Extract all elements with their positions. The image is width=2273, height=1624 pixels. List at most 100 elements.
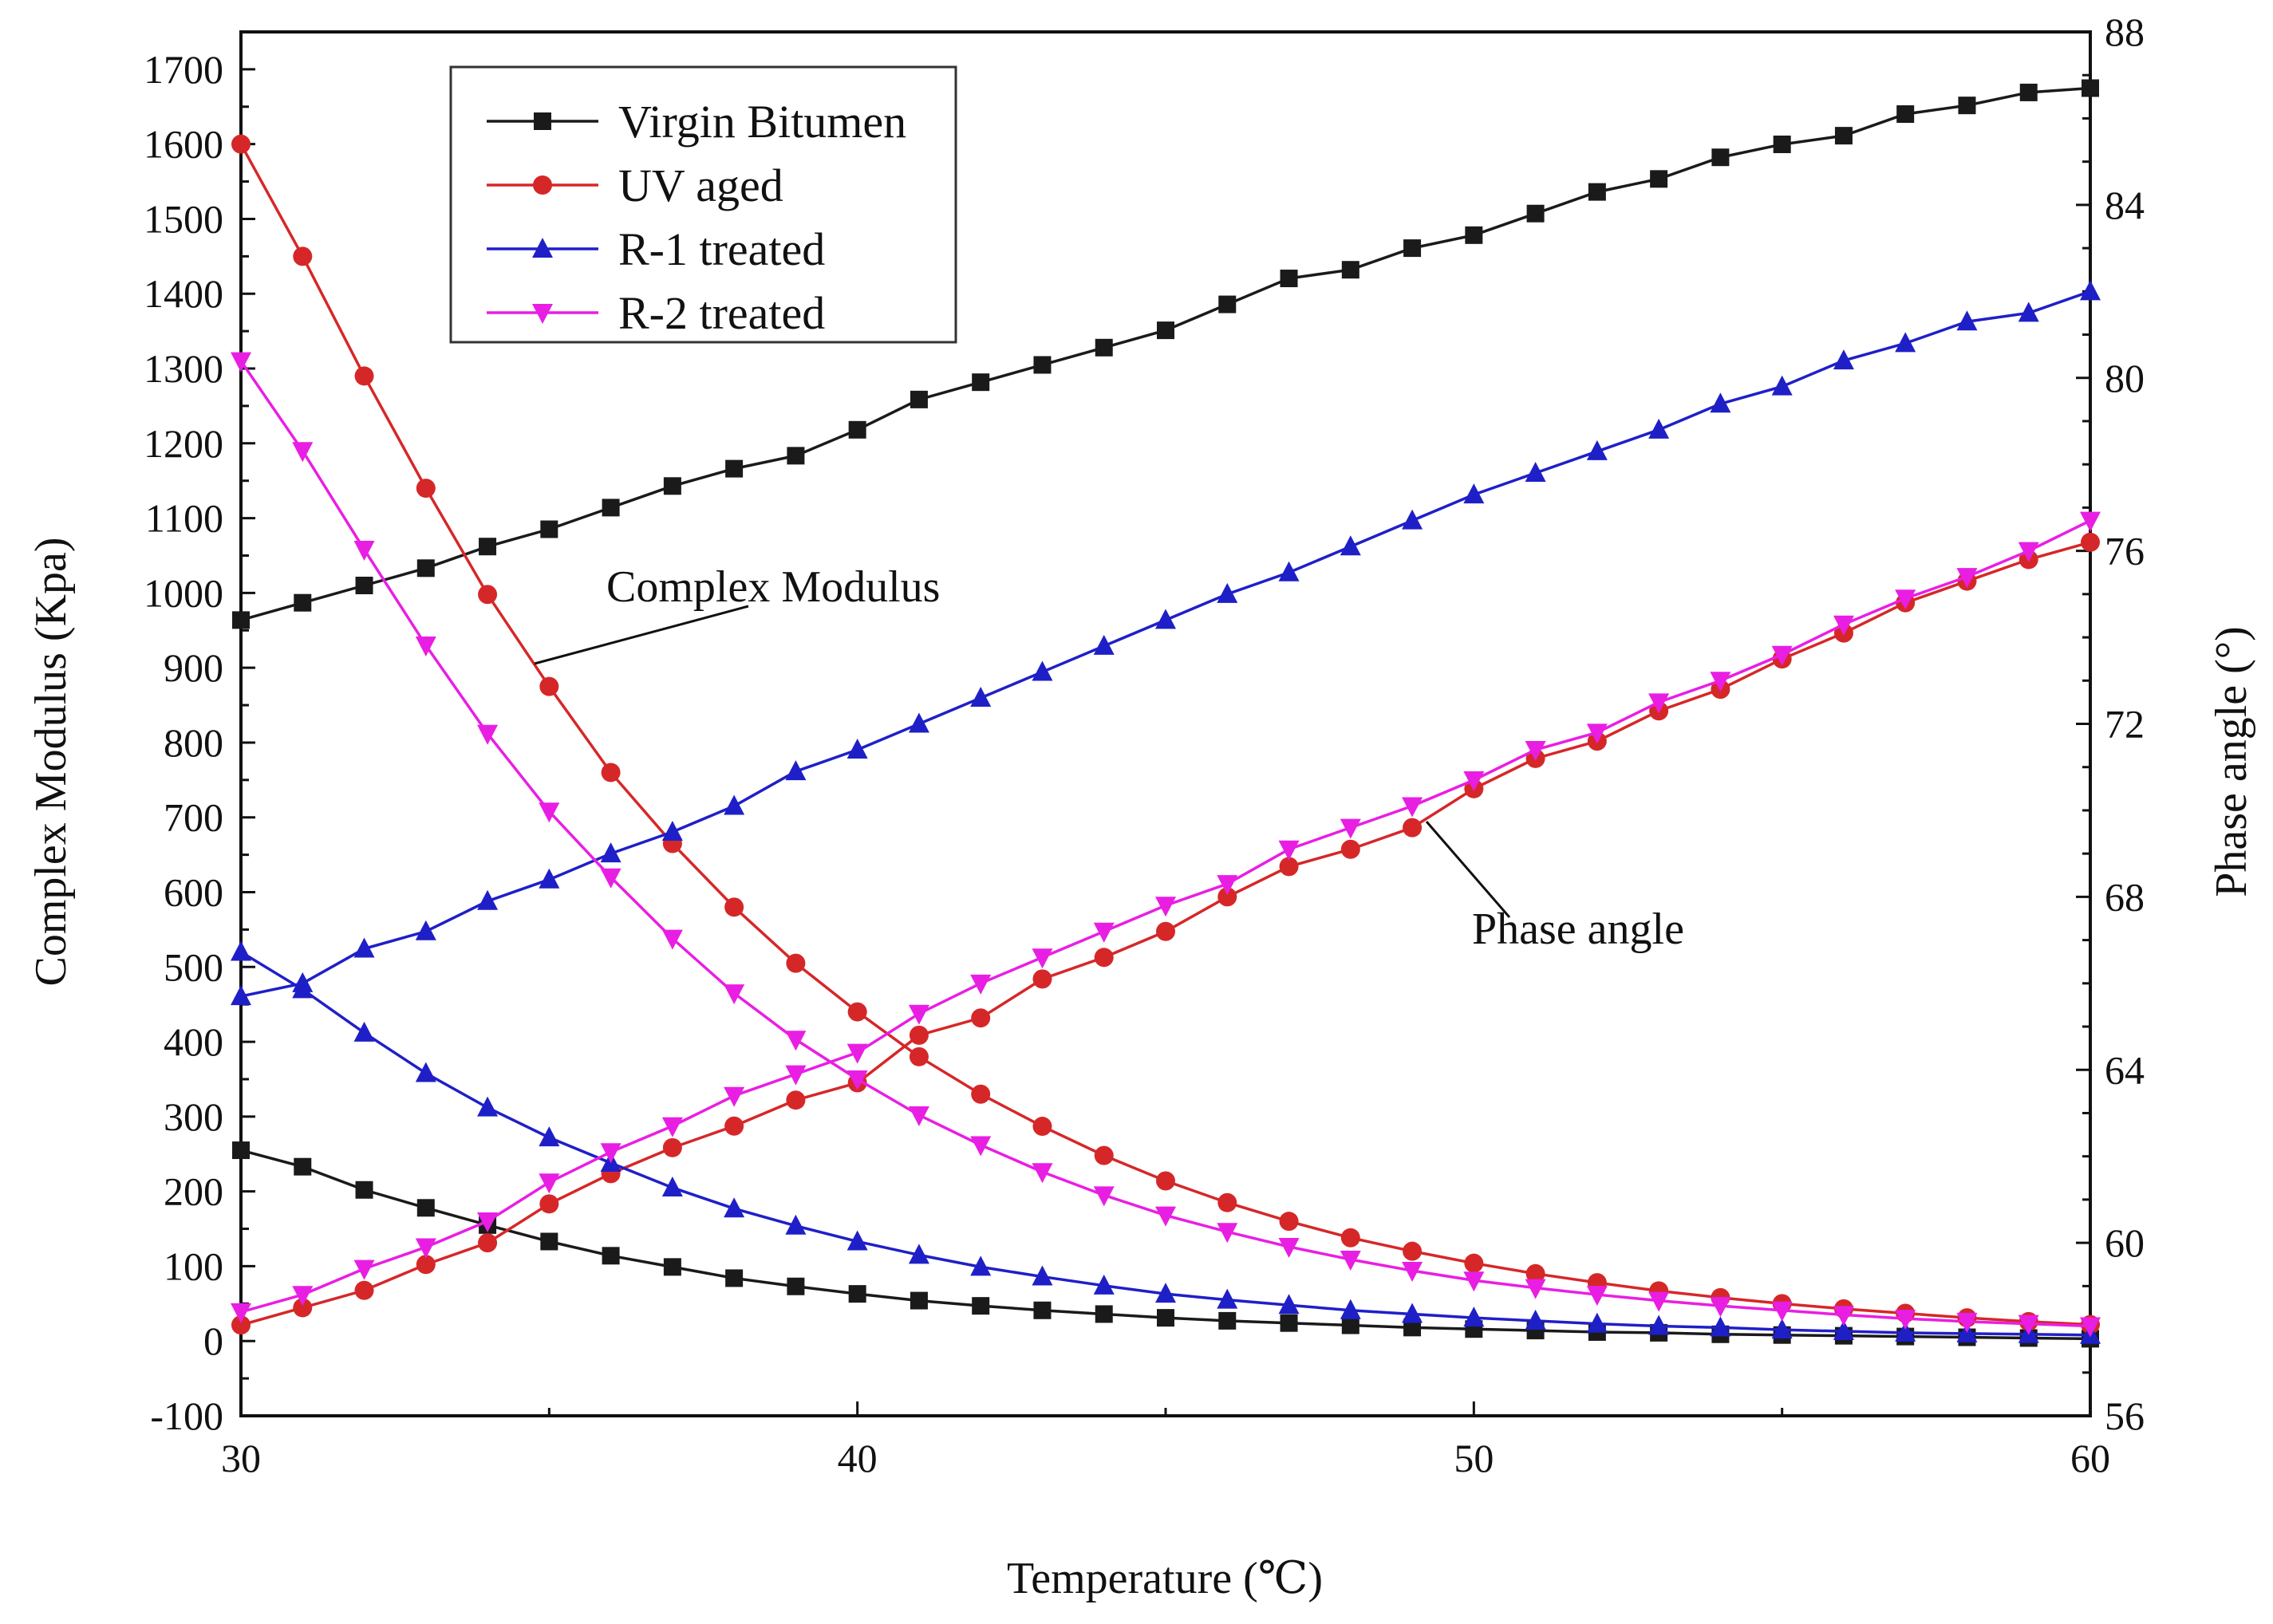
phase-angle-leader-line (1425, 821, 1511, 918)
r-1-treated-phase-angle-point (846, 739, 868, 759)
uv-aged-phase-angle-point (1032, 969, 1052, 989)
uv-aged-complex-modulus-point (1094, 1145, 1114, 1165)
x-tick-label: 50 (1454, 1436, 1494, 1480)
r-2-treated-phase-angle-point (785, 1065, 807, 1086)
uv-aged-phase-angle-point (1340, 839, 1360, 859)
uv-aged-complex-modulus-point (601, 763, 621, 782)
r-2-treated-phase-angle-point (1833, 615, 1854, 636)
y-left-tick-label: 1100 (145, 496, 223, 541)
r-1-treated-complex-modulus-point (1771, 1319, 1793, 1339)
virgin-bitumen-complex-modulus-point (1218, 1311, 1237, 1330)
r-1-treated-complex-modulus-point (1586, 1312, 1608, 1333)
virgin-bitumen-phase-angle-point (1465, 226, 1483, 244)
r-1-treated-complex-modulus-point (1833, 1320, 1854, 1341)
r-1-treated-phase-angle-point (1648, 418, 1670, 439)
legend-label-uv-aged: UV aged (618, 160, 783, 211)
r-2-treated-phase-angle-point (1463, 771, 1485, 791)
r-1-treated-complex-modulus-point (1340, 1299, 1361, 1319)
r-1-treated-phase-angle-point (1463, 483, 1485, 504)
r-1-treated-phase-angle-point (785, 760, 807, 781)
virgin-bitumen-phase-angle-point (232, 611, 250, 629)
r-1-treated-complex-modulus-point (1648, 1315, 1670, 1335)
virgin-bitumen-phase-angle-point (1403, 239, 1422, 258)
uv-aged-phase-angle-point (1279, 857, 1299, 877)
r-2-treated-complex-modulus-point (908, 1106, 929, 1126)
r-1-treated-complex-modulus-point (1895, 1321, 1916, 1342)
r-2-treated-phase-angle-point (724, 1086, 745, 1107)
r-2-treated-complex-modulus-point (600, 868, 622, 889)
r-2-treated-phase-angle-point (661, 1117, 683, 1137)
virgin-bitumen-complex-modulus-point (1033, 1301, 1052, 1319)
series-r-1-treated-phase-angle (231, 280, 2101, 1006)
uv-aged-phase-angle-point (478, 1233, 498, 1253)
r-2-treated-phase-angle-point (353, 1259, 375, 1280)
y-left-tick-label: 1600 (144, 122, 223, 167)
virgin-bitumen-complex-modulus-point (232, 1141, 250, 1160)
r-1-treated-complex-modulus-point (1155, 1283, 1176, 1303)
r-2-treated-complex-modulus-point (353, 540, 375, 561)
uv-aged-complex-modulus-point (1403, 1241, 1423, 1261)
virgin-bitumen-phase-angle-point (1280, 270, 1298, 288)
r-1-treated-complex-modulus-point (908, 1244, 929, 1264)
x-tick-label: 40 (838, 1436, 878, 1480)
r-1-treated-complex-modulus-point (477, 1096, 499, 1117)
r-2-treated-complex-modulus-point (1032, 1163, 1053, 1184)
y-right-tick-label: 64 (2105, 1047, 2145, 1092)
uv-aged-phase-angle-point (416, 1255, 436, 1275)
y-left-tick-label: 500 (164, 944, 223, 989)
r-1-treated-complex-modulus-point (1402, 1303, 1423, 1323)
x-tick-label: 60 (2070, 1436, 2110, 1480)
virgin-bitumen-phase-angle-point (1218, 295, 1237, 313)
virgin-bitumen-complex-modulus-point (663, 1258, 681, 1276)
r-1-treated-phase-angle-point (539, 868, 560, 889)
r-2-treated-phase-angle-point (1155, 897, 1176, 917)
r-1-treated-complex-modulus-point (539, 1126, 560, 1147)
uv-aged-phase-angle-point (662, 1137, 682, 1157)
r-2-treated-complex-modulus-point (724, 984, 745, 1005)
r-2-treated-phase-angle-point (1217, 875, 1238, 896)
r-1-treated-complex-modulus-point (231, 940, 251, 961)
y-left-tick-label: 1000 (144, 570, 223, 615)
r-2-treated-phase-angle-point (1340, 818, 1361, 839)
r-2-treated-complex-modulus-point (415, 637, 436, 657)
r-1-treated-complex-modulus-point (1032, 1265, 1053, 1286)
r-2-treated-phase-angle-point (1895, 589, 1916, 610)
y-right-tick-label: 68 (2105, 874, 2145, 919)
r-1-treated-complex-modulus-point (1710, 1316, 1731, 1337)
y-left-tick-label: 400 (164, 1019, 223, 1064)
phase-angle-annotation: Phase angle (1472, 905, 1684, 954)
r-1-treated-phase-angle-point (1525, 462, 1546, 483)
y-right-tick-label: 76 (2105, 529, 2145, 574)
r-1-treated-complex-modulus-point (846, 1230, 868, 1251)
virgin-bitumen-phase-angle-point (848, 420, 866, 439)
legend-marker-uv-aged (533, 175, 552, 195)
r-2-treated-phase-angle-point (970, 974, 992, 995)
uv-aged-phase-angle-point (786, 1090, 806, 1110)
virgin-bitumen-phase-angle-point (2082, 79, 2099, 97)
uv-aged-phase-angle-point (1403, 818, 1423, 838)
r-2-treated-phase-angle-point (539, 1173, 560, 1194)
r-2-treated-complex-modulus-point (1525, 1279, 1546, 1299)
left-axis-ticks: -100 0 100 200 300 400 500 600 700 800 900 1000 1100… (144, 47, 255, 1438)
r-1-treated-phase-angle-point (353, 937, 375, 958)
r-2-treated-complex-modulus-point (539, 802, 560, 823)
y-right-tick-label: 56 (2105, 1393, 2145, 1438)
r-2-treated-complex-modulus-point (1093, 1186, 1115, 1207)
uv-aged-complex-modulus-point (231, 134, 251, 154)
virgin-bitumen-phase-angle-point (1773, 135, 1791, 153)
r-2-treated-complex-modulus-point (231, 352, 251, 372)
uv-aged-complex-modulus-point (416, 479, 436, 499)
y-right-tick-label: 88 (2105, 10, 2145, 54)
r-1-treated-phase-angle-point (292, 972, 314, 992)
y-left-axis-title: Complex Modulus (Kpa) (26, 537, 76, 986)
virgin-bitumen-complex-modulus-point (972, 1297, 990, 1315)
r-2-treated-complex-modulus-point (1463, 1271, 1485, 1292)
y-left-tick-label: 800 (164, 720, 223, 765)
r-2-treated-complex-modulus-point (1278, 1238, 1300, 1259)
virgin-bitumen-phase-angle-point (1711, 148, 1730, 167)
uv-aged-complex-modulus-point (354, 366, 374, 386)
right-axis-ticks: 56 60 64 68 72 76 80 84 88 (2076, 10, 2145, 1438)
r-2-treated-phase-angle-point (1525, 741, 1546, 762)
r-1-treated-complex-modulus-point (415, 1062, 436, 1082)
